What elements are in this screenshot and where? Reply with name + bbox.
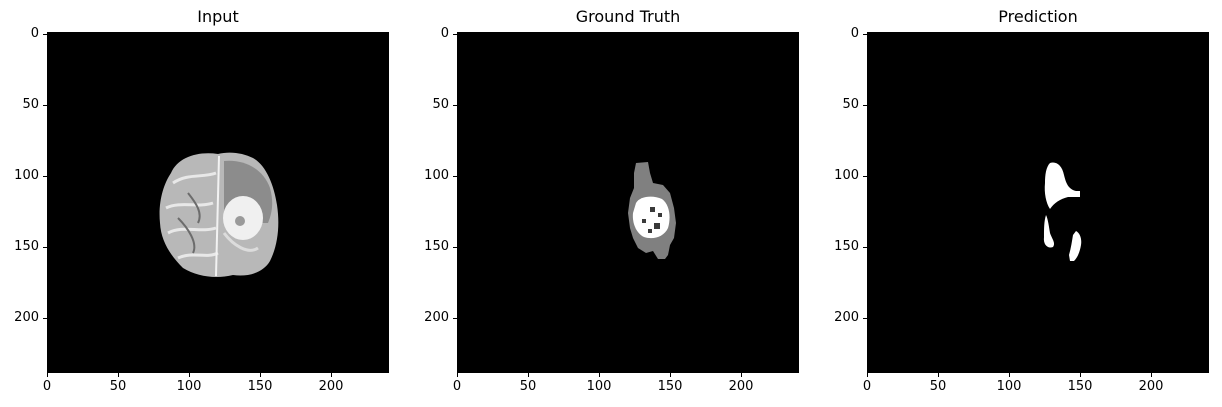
- mri-input-image: [48, 33, 388, 372]
- ground-truth-mask: [458, 33, 798, 372]
- image-axes: [867, 32, 1209, 373]
- midline: [215, 155, 220, 277]
- tumor-core: [632, 196, 670, 239]
- prediction-blob-upper: [1044, 162, 1080, 209]
- prediction-blob-lower-right: [1069, 231, 1082, 261]
- prediction-mask: [868, 33, 1208, 372]
- prediction-blob-lower-left: [1043, 215, 1055, 248]
- image-axes: [47, 32, 389, 373]
- panel-prediction: Prediction 0 50 100 150 200: [820, 0, 1220, 407]
- panel-title: Prediction: [998, 7, 1078, 26]
- panel-title: Ground Truth: [575, 7, 681, 26]
- panel-ground-truth: Ground Truth 0 50 100: [410, 0, 810, 407]
- image-axes: [457, 32, 799, 373]
- panel-input: Input 0 50: [0, 0, 400, 407]
- panel-title: Input: [197, 7, 239, 26]
